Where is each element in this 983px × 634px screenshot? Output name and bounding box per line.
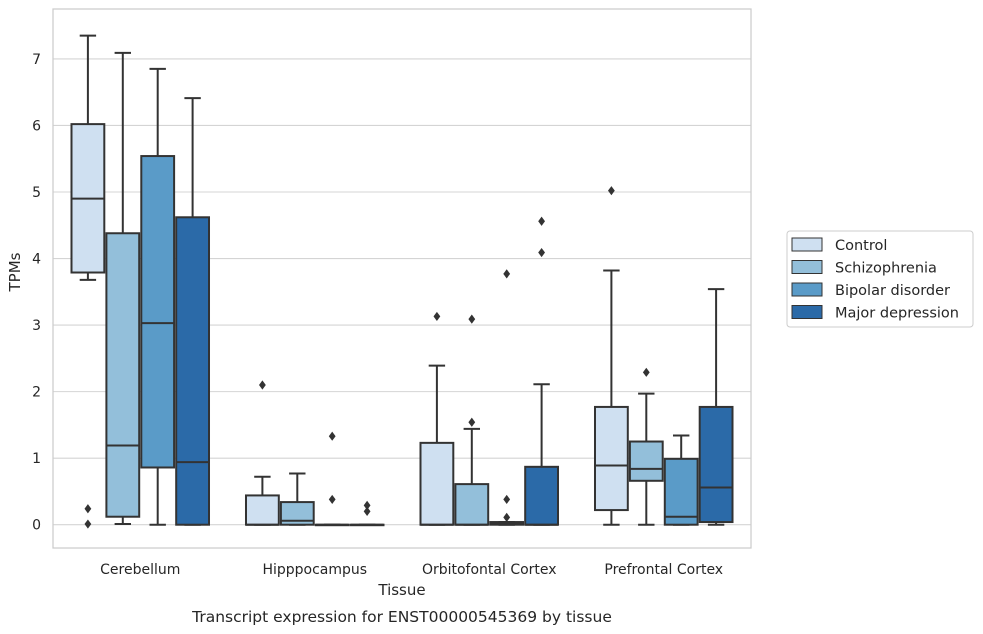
y-tick-label: 1: [32, 451, 41, 467]
box-body: [105, 232, 141, 518]
outlier-point: [608, 186, 615, 196]
box-body: [593, 405, 629, 512]
y-tick-label: 7: [32, 52, 41, 68]
plot-frame: [52, 8, 752, 549]
box-1-1: [279, 472, 315, 526]
x-tick-label: Prefrontal Cortex: [604, 562, 723, 578]
outlier-point: [503, 512, 511, 522]
outlier-point: [538, 247, 545, 258]
outlier-point: [433, 311, 441, 322]
box-body: [140, 155, 176, 469]
box-body: [419, 441, 455, 526]
box-2-1: [454, 314, 490, 526]
box-2-3: [524, 216, 560, 526]
outlier-point: [259, 380, 266, 390]
y-tick-label: 3: [32, 318, 41, 334]
box-body: [524, 465, 560, 526]
box-body: [698, 405, 734, 524]
x-tick-labels: Cerebellum Hipppocampus Orbitofontal Corte…: [100, 562, 723, 578]
box-3-2: [663, 434, 699, 526]
box-2-0: [419, 311, 455, 526]
box-2-2: [489, 269, 525, 526]
outlier-point: [468, 417, 476, 427]
box-1-2: [314, 431, 350, 527]
legend-label: Bipolar disorder: [835, 283, 950, 299]
box-1-3: [349, 500, 385, 527]
outlier-point: [328, 431, 336, 441]
y-tick-label: 0: [32, 518, 41, 534]
outlier-point: [84, 519, 92, 529]
box-body: [454, 483, 490, 526]
legend-label: Schizophrenia: [835, 261, 937, 277]
boxes: [70, 34, 734, 529]
box-0-2: [140, 67, 176, 526]
box-body: [244, 494, 280, 526]
x-tick-label: Hipppocampus: [262, 562, 367, 578]
outlier-point: [503, 269, 511, 279]
box-body: [175, 216, 211, 526]
legend-swatch: [791, 282, 823, 297]
box-0-0: [70, 34, 106, 529]
x-tick-label: Orbitofontal Cortex: [422, 562, 557, 578]
x-axis-label: Tissue: [377, 581, 425, 599]
outlier-point: [328, 494, 336, 505]
y-tick-label: 6: [32, 118, 41, 134]
outlier-point: [363, 506, 371, 517]
box-3-0: [593, 186, 629, 526]
legend: Control Schizophrenia Bipolar disorder Majo…: [786, 230, 974, 328]
y-tick-labels: 0 1 2 3 4 5 6 7: [32, 52, 41, 534]
box-body: [663, 457, 699, 526]
outlier-point: [503, 494, 511, 505]
legend-label: Major depression: [835, 306, 959, 322]
box-0-1: [105, 51, 141, 526]
outlier-point: [468, 314, 476, 324]
legend-swatch: [791, 260, 823, 274]
outlier-point: [538, 216, 545, 226]
y-axis-label: TPMs: [6, 252, 24, 292]
legend-frame: [786, 230, 974, 328]
outlier-point: [642, 367, 650, 377]
y-tick-label: 5: [32, 185, 41, 201]
legend-label: Control: [835, 238, 887, 254]
box-1-0: [244, 380, 280, 526]
box-3-3: [698, 288, 734, 526]
outlier-point: [84, 504, 92, 514]
x-tick-label: Cerebellum: [100, 562, 180, 578]
box-body: [628, 440, 664, 482]
outlier-point: [363, 500, 371, 511]
box-3-1: [628, 367, 664, 526]
legend-swatch: [791, 237, 823, 252]
box-body: [279, 501, 315, 526]
box-0-3: [175, 97, 211, 526]
legend-swatch: [791, 305, 823, 319]
chart-caption: Transcript expression for ENST0000054536…: [191, 608, 612, 626]
y-tick-label: 4: [32, 252, 41, 268]
y-tick-label: 2: [32, 385, 41, 401]
